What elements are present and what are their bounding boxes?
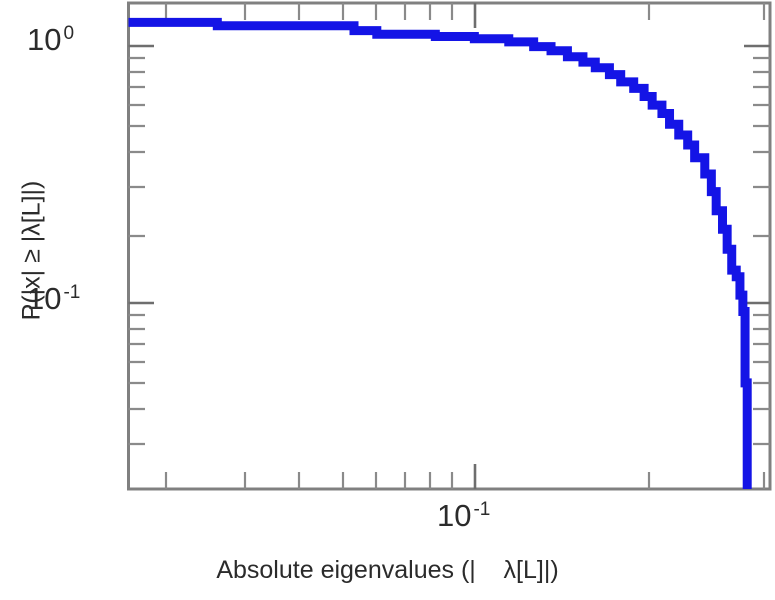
y-tick-label-1e-1: 10 -1: [27, 281, 81, 316]
x-axis-title: Absolute eigenvalues (| λ[L]|): [216, 556, 559, 584]
y-axis-ticks-left: [128, 44, 154, 446]
series-group: [128, 17, 752, 489]
y-axis-ticks-right: [744, 44, 770, 446]
y-tick-label-1e0: 10 0: [27, 22, 75, 57]
y-axis-title: P(|x| ≥ |λ[L]|): [17, 180, 46, 321]
x-tick-label-1e-1: 10 -1: [437, 498, 491, 533]
plot-frame: [127, 1, 772, 491]
ccdf-step-line: [128, 17, 752, 489]
x-axis-ticks-top: [164, 3, 766, 28]
x-axis-ticks-bottom: [164, 464, 766, 489]
